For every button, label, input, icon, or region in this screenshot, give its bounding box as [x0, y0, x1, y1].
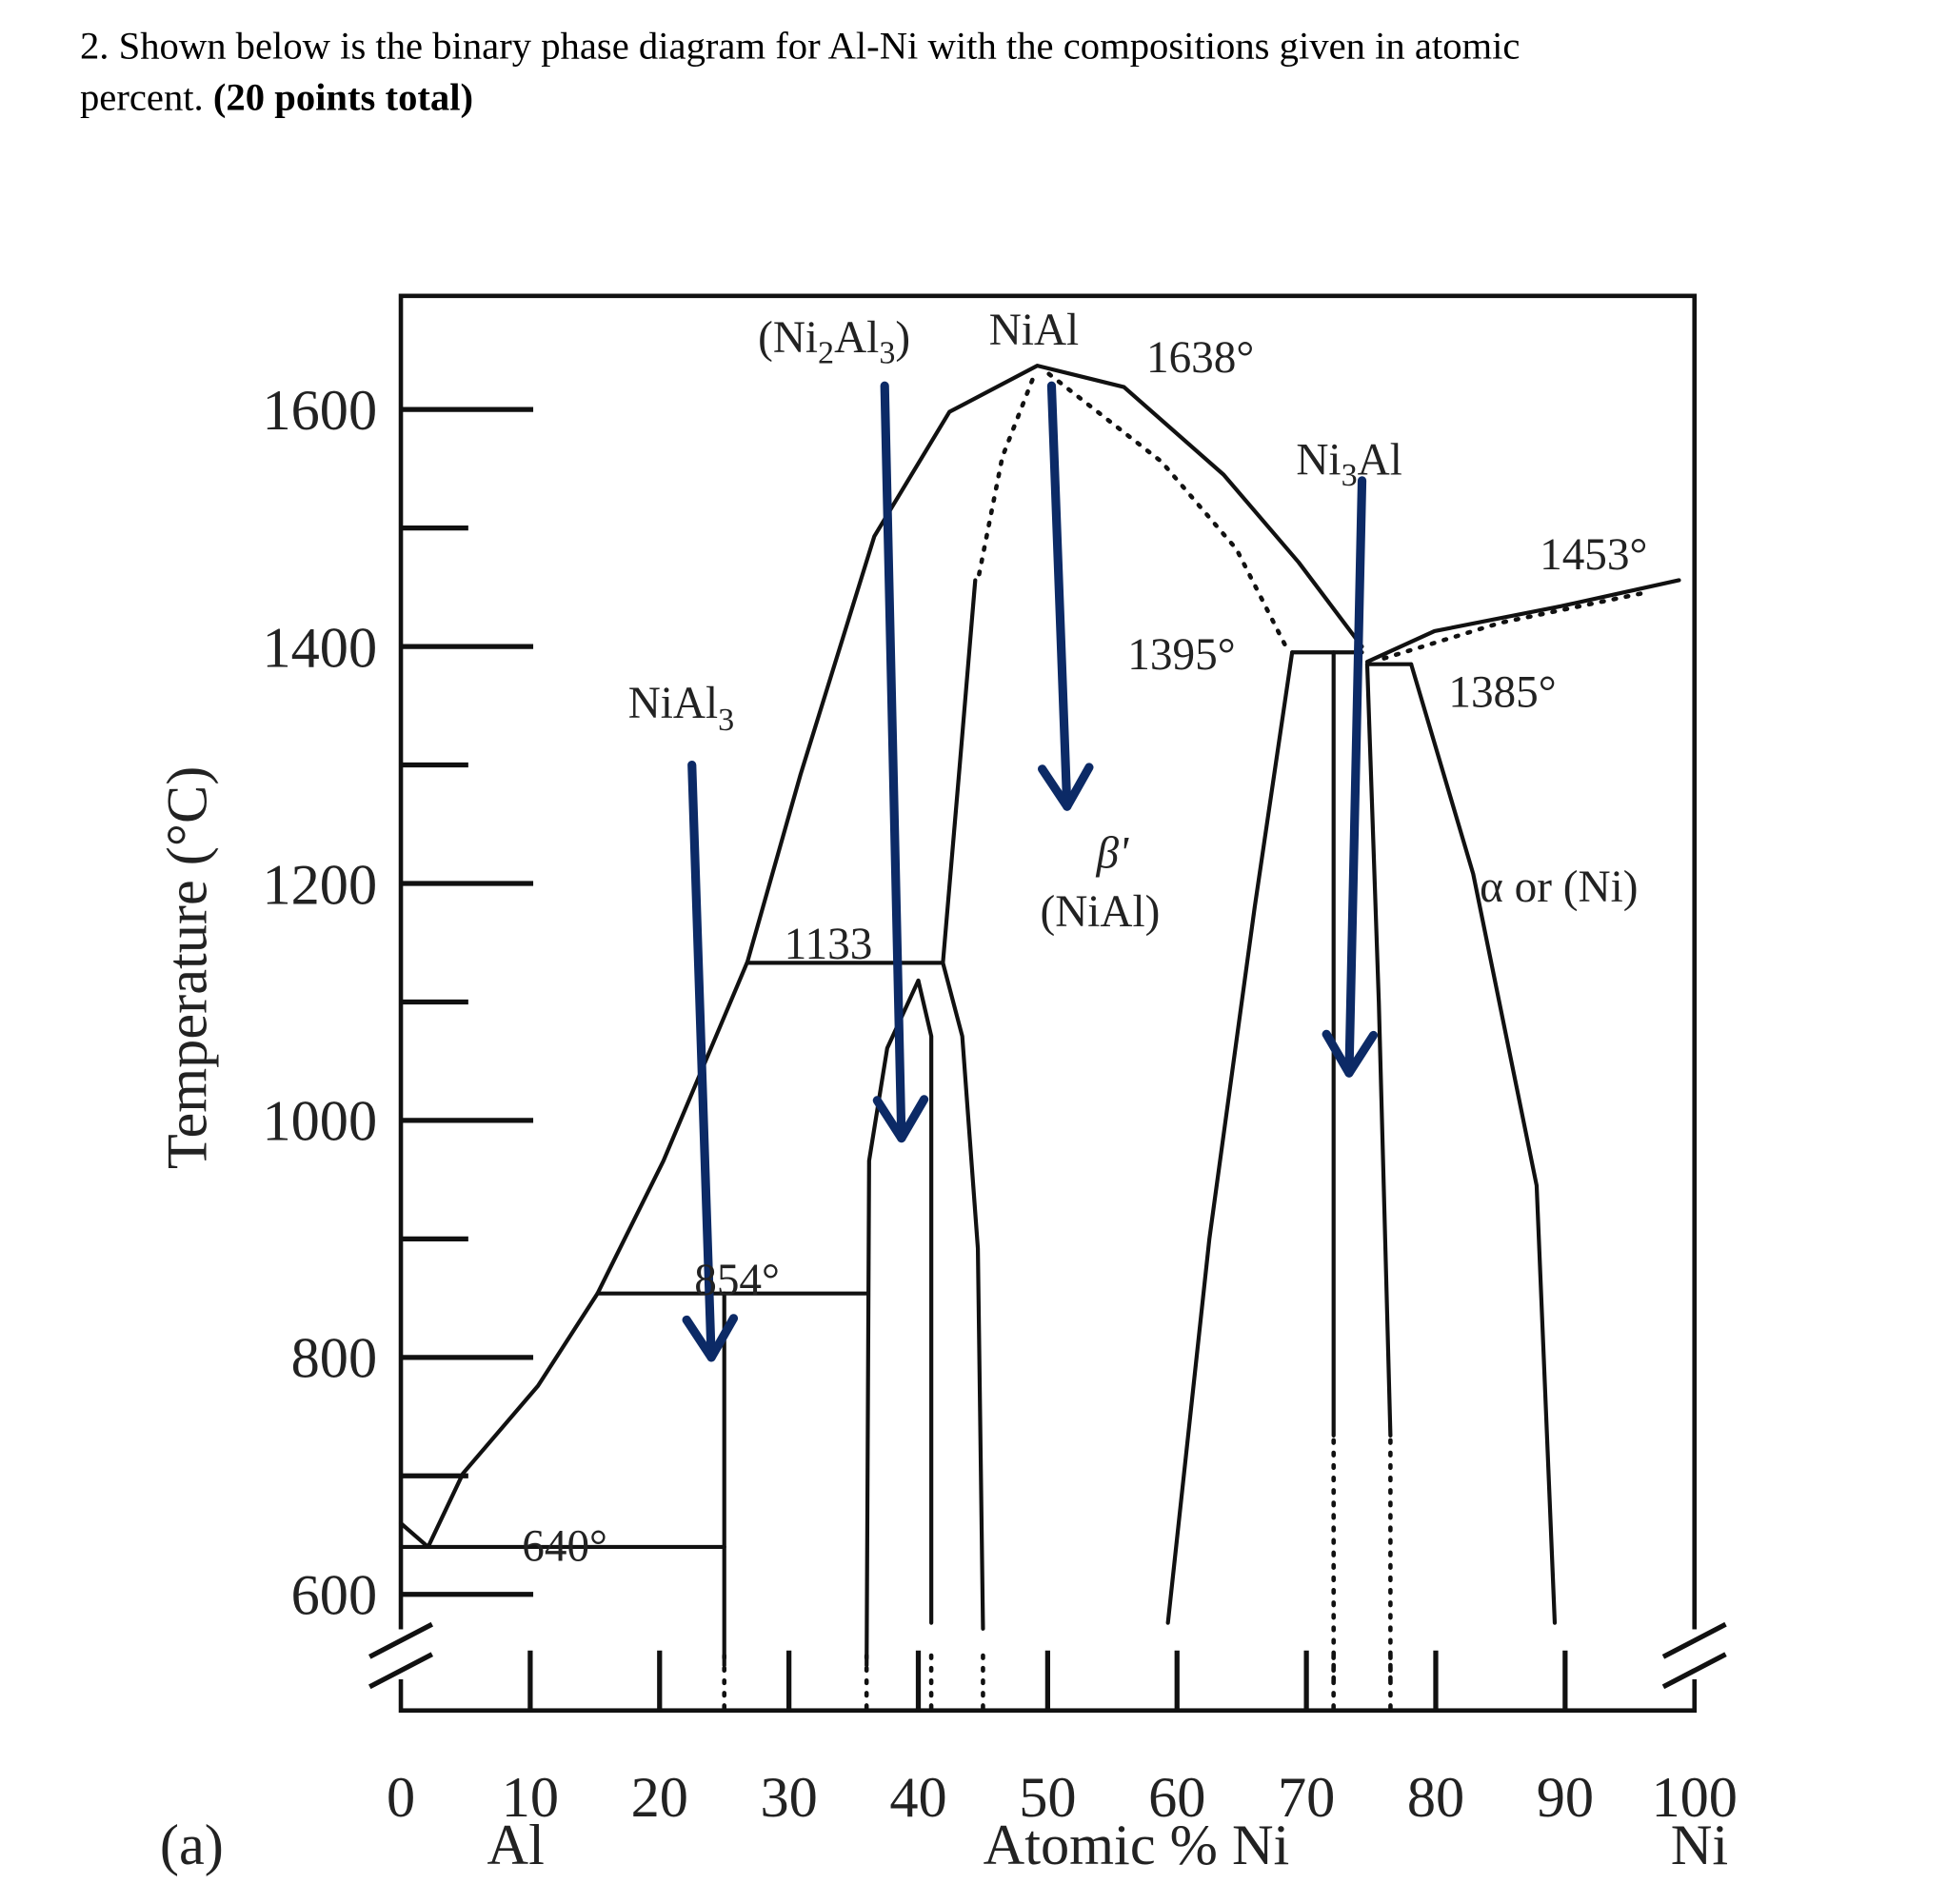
y-tick-label: 1200 — [262, 854, 377, 918]
phase-labels: (Ni2Al3) NiAl 1638° Ni3Al 1453° 1395° 13… — [522, 306, 1647, 1571]
label-text: NiAl — [628, 679, 718, 728]
label-640: 640° — [522, 1521, 607, 1571]
label-nial-paren: (NiAl) — [1041, 887, 1161, 937]
x-tick-label: 20 — [631, 1766, 688, 1830]
arrow-head-icon — [1322, 1029, 1379, 1078]
label-ni3al: Ni3Al — [1296, 435, 1401, 493]
arrow-head-icon — [1038, 763, 1094, 811]
boundary-nial-left-low — [941, 961, 985, 1631]
boundary-nial-right — [1165, 650, 1295, 1625]
question-line-2: percent. (20 points total) — [80, 75, 473, 118]
boundary-liquidus-right — [1364, 578, 1681, 664]
arrow-shaft — [880, 381, 906, 1143]
arrow-head-icon — [682, 1314, 739, 1362]
boundary-nial-solidus-left — [977, 371, 1038, 577]
arrow-shaft — [687, 760, 716, 1362]
x-tick-label: 90 — [1537, 1766, 1594, 1830]
annotation-arrows — [682, 381, 1379, 1362]
x-axis-right-label: Ni — [1671, 1814, 1728, 1877]
boundary-ni2al3-left — [865, 978, 921, 1668]
label-nial: NiAl — [989, 306, 1079, 355]
y-tick-label: 1600 — [262, 379, 377, 443]
x-tick-label: 0 — [387, 1766, 415, 1830]
y-axis-title: Temperature (°C) — [155, 766, 219, 1169]
arrow-shaft — [1046, 381, 1072, 811]
label-text: Ni — [1296, 435, 1341, 485]
question-line-1: 2. Shown below is the binary phase diagr… — [80, 25, 1521, 68]
arrow-shaft — [1344, 476, 1367, 1078]
label-nial3: NiAl3 — [628, 679, 734, 738]
boundary-nial-left-high — [941, 578, 978, 965]
label-text: ) — [895, 313, 910, 363]
arrow-head-icon — [872, 1095, 929, 1143]
label-1133: 1133 — [785, 920, 873, 969]
y-tick-label: 1000 — [262, 1089, 377, 1153]
phase-boundaries — [398, 364, 1681, 1692]
x-tick-labels: 0 10 20 30 40 50 60 70 80 90 100 — [387, 1766, 1738, 1830]
label-854: 854° — [694, 1256, 780, 1305]
label-beta-prime: β' — [1096, 828, 1130, 878]
y-tick-label: 600 — [291, 1564, 377, 1628]
question-points: (20 points total) — [213, 75, 473, 118]
label-text: (Ni — [758, 313, 818, 363]
label-alpha-ni: α or (Ni) — [1480, 863, 1638, 912]
label-subscript: 3 — [1342, 458, 1358, 493]
x-tick-label: 10 — [502, 1766, 559, 1830]
label-1453: 1453° — [1540, 530, 1647, 580]
x-axis-left-label: Al — [487, 1814, 545, 1877]
boundary-ni3al-right — [1364, 662, 1393, 1438]
x-tick-label: 60 — [1148, 1766, 1205, 1830]
axis-break-icon — [1661, 1621, 1727, 1659]
label-1385: 1385° — [1448, 667, 1556, 717]
arrow-ni2al3 — [872, 381, 929, 1143]
label-subscript: 3 — [718, 703, 734, 738]
x-tick-label: 70 — [1278, 1766, 1335, 1830]
x-tick-label: 40 — [889, 1766, 946, 1830]
arrow-nial3 — [682, 760, 739, 1362]
x-tick-label: 100 — [1651, 1766, 1737, 1830]
x-axis-title: Atomic % Ni — [984, 1814, 1290, 1877]
axis-ticks — [368, 407, 1727, 1711]
y-tick-labels: 1600 1400 1200 1000 800 600 — [262, 379, 377, 1628]
label-ni2al3: (Ni2Al3) — [758, 313, 910, 371]
boundary-liquidus-left — [398, 364, 1364, 1550]
panel-label: (a) — [160, 1814, 224, 1877]
axis-break-icon — [1661, 1652, 1727, 1690]
label-subscript: 2 — [818, 336, 834, 371]
x-tick-label: 50 — [1019, 1766, 1076, 1830]
x-tick-label: 80 — [1407, 1766, 1464, 1830]
label-text: Al — [834, 313, 879, 363]
label-text: Al — [1358, 435, 1402, 485]
y-tick-label: 800 — [291, 1327, 377, 1391]
axis-break-icon — [368, 1652, 434, 1690]
boundary-ni-solvus — [1409, 662, 1558, 1625]
boundary-solidus-ni — [1381, 590, 1645, 661]
label-1638: 1638° — [1146, 333, 1254, 383]
arrow-nial — [1038, 381, 1094, 811]
label-1395: 1395° — [1127, 630, 1235, 680]
question-text: percent. — [80, 75, 213, 118]
x-tick-label: 30 — [760, 1766, 817, 1830]
label-subscript: 3 — [879, 336, 895, 371]
axis-break-icon — [368, 1621, 434, 1659]
boundary-nial-solidus-right — [1046, 371, 1290, 651]
y-tick-label: 1400 — [262, 616, 377, 680]
boundary-ni2al3-right — [916, 978, 934, 1625]
arrow-ni3al — [1322, 476, 1379, 1078]
